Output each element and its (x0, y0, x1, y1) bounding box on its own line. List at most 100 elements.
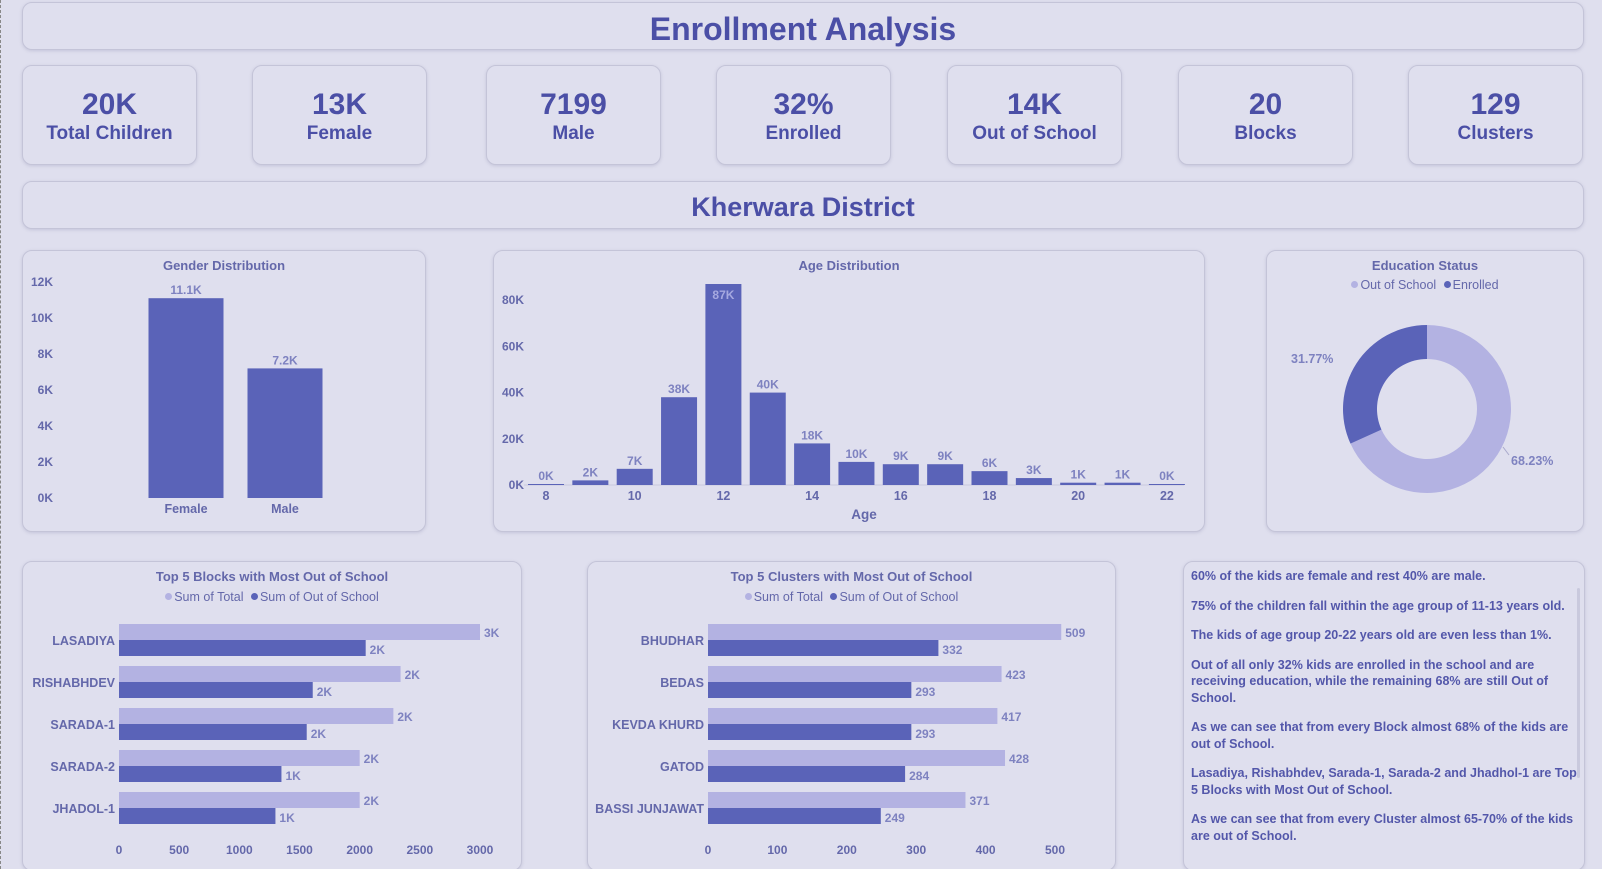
legend-swatch-out (250, 593, 258, 601)
data-label: 1K (1071, 468, 1087, 482)
bar-out-of-school (708, 682, 912, 698)
data-label: 249 (885, 811, 905, 825)
kpi-value: 129 (1470, 88, 1521, 121)
data-label: 9K (893, 449, 909, 463)
legend-label-out: Sum of Out of School (839, 590, 959, 604)
insights-scrollbar[interactable] (1577, 588, 1580, 778)
data-label: 1K (279, 811, 295, 825)
x-tick-label: 1500 (286, 843, 313, 857)
data-label: 284 (909, 769, 929, 783)
bar-total (708, 792, 966, 808)
x-tick-label: 400 (976, 843, 996, 857)
kpi-label: Total Children (46, 123, 173, 144)
legend-swatch-total (165, 593, 173, 601)
bar (749, 392, 786, 485)
bar-out-of-school (119, 808, 276, 824)
data-label: 18K (801, 428, 823, 442)
kpi-card-blocks: 20 Blocks (1178, 65, 1353, 165)
bar-out-of-school (708, 766, 906, 782)
bar (1060, 482, 1097, 485)
kpi-card-out-of-school: 14K Out of School (947, 65, 1122, 165)
category-label: GATOD (660, 760, 704, 774)
legend-swatch-total (744, 593, 752, 601)
data-label: 509 (1065, 626, 1085, 640)
category-label: BHUDHAR (641, 634, 704, 648)
data-label: 40K (757, 378, 779, 392)
page-title: Enrollment Analysis (649, 11, 957, 47)
blocks-legend: Sum of Total Sum of Out of School (23, 590, 521, 604)
x-tick-label: 16 (894, 489, 908, 503)
kpi-value: 20 (1248, 88, 1283, 121)
kpi-card-enrolled: 32% Enrolled (716, 65, 891, 165)
data-label: 1K (285, 769, 301, 783)
data-label: 6K (982, 456, 998, 470)
bar-total (119, 624, 480, 640)
education-legend: Out of School Enrolled (1267, 278, 1583, 292)
leader-line (1502, 446, 1510, 456)
blocks-chart-card: Top 5 Blocks with Most Out of School Sum… (22, 561, 522, 869)
category-label: SARADA-1 (50, 718, 115, 732)
district-bar: Kherwara District (22, 181, 1584, 229)
bar (1148, 484, 1185, 485)
data-label: 87K (712, 288, 734, 302)
data-label: 2K (364, 794, 380, 808)
data-label: 2K (370, 643, 386, 657)
insight-text: As we can see that from every Block almo… (1191, 720, 1569, 751)
data-label: 3K (484, 626, 500, 640)
y-tick-label: 20K (502, 432, 524, 446)
y-tick-label: 80K (502, 293, 524, 307)
kpi-value: 20K (81, 88, 138, 121)
x-tick-label: Male (271, 502, 299, 516)
bar-out-of-school (119, 640, 366, 656)
kpi-card-clusters: 129 Clusters (1408, 65, 1583, 165)
kpi-label: Out of School (972, 123, 1097, 144)
bar-total (119, 750, 360, 766)
gender-chart: 0K 2K 4K 6K 8K 10K 12K 11.1K Female 7.2K Male (31, 275, 323, 516)
insight-text: 75% of the children fall within the age … (1191, 598, 1565, 613)
insights-panel[interactable]: 60% of the kids are female and rest 40% … (1183, 561, 1585, 869)
legend-label-enrolled: Enrolled (1452, 278, 1499, 292)
legend-swatch-out (1351, 281, 1359, 289)
y-tick-label: 0K (38, 491, 54, 505)
insight-text: 60% of the kids are female and rest 40% … (1191, 569, 1486, 583)
y-tick-label: 40K (502, 386, 524, 400)
data-label: 293 (915, 685, 935, 699)
x-tick-label: 3000 (467, 843, 494, 857)
kpi-label: Enrolled (765, 123, 842, 144)
data-label: 371 (969, 794, 989, 808)
x-tick-label: 200 (837, 843, 857, 857)
bar-total (119, 666, 401, 682)
chart-title: Gender Distribution (162, 258, 286, 273)
data-label: 11.1K (170, 283, 202, 297)
bar (1104, 482, 1141, 485)
chart-title: Top 5 Clusters with Most Out of School (730, 569, 973, 584)
data-label: 0K (538, 469, 554, 483)
data-label: 38K (668, 382, 690, 396)
y-tick-label: 0K (509, 478, 525, 492)
data-label: 2K (311, 727, 327, 741)
insight-text: The kids of age group 20-22 years old ar… (1191, 628, 1552, 642)
bar-total (119, 792, 360, 808)
y-tick-label: 6K (38, 383, 54, 397)
bar (148, 298, 224, 498)
x-tick-label: 500 (1045, 843, 1065, 857)
category-label: BEDAS (660, 676, 704, 690)
data-label: 0K (1159, 469, 1175, 483)
x-tick-label: 12 (716, 489, 730, 503)
kpi-label: Blocks (1234, 123, 1297, 144)
chart-title: Education Status (1371, 258, 1479, 273)
category-label: RISHABHDEV (32, 676, 115, 690)
bar (882, 464, 919, 485)
y-tick-label: 60K (502, 339, 524, 353)
kpi-value: 14K (1006, 88, 1063, 121)
x-tick-label: 2000 (346, 843, 373, 857)
bar-total (119, 708, 394, 724)
x-tick-label: 14 (805, 489, 819, 503)
legend-swatch-out (830, 593, 838, 601)
category-label: BASSI JUNJAWAT (595, 802, 704, 816)
pie-slice (1343, 325, 1427, 444)
data-label: 428 (1009, 752, 1029, 766)
kpi-value: 13K (311, 88, 368, 121)
y-tick-label: 4K (38, 419, 54, 433)
data-label: 2K (364, 752, 380, 766)
